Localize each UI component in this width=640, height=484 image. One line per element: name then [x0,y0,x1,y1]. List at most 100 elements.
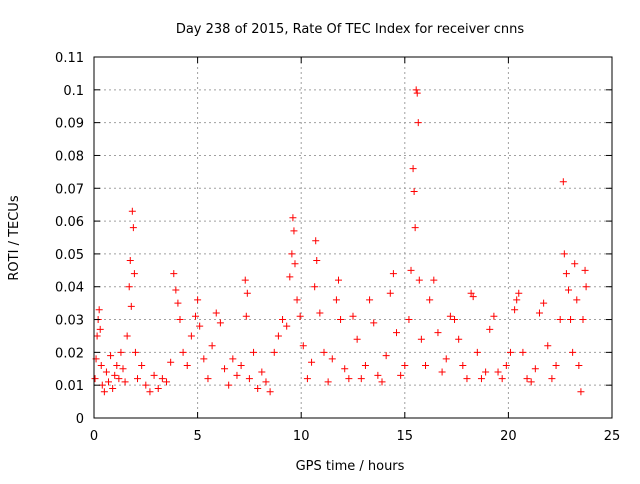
data-point [523,375,531,383]
data-point [123,332,131,340]
x-tick-label: 20 [500,429,517,444]
data-point [200,355,208,363]
data-point [93,332,101,340]
data-point [303,375,311,383]
data-point [506,348,514,356]
data-point [486,325,494,333]
data-point [154,384,162,392]
data-point [579,316,587,324]
data-point [455,335,463,343]
data-point [128,207,136,215]
data-point [581,266,589,274]
chart-title: Day 238 of 2015, Rate Of TEC Index for r… [176,22,525,37]
data-point [430,276,438,284]
data-point [571,260,579,268]
data-point [286,273,294,281]
data-point [320,348,328,356]
y-tick-label: 0.03 [55,314,84,329]
data-point [208,342,216,350]
data-point [170,270,178,278]
data-point [293,296,301,304]
data-point [459,361,467,369]
data-point [515,289,523,297]
data-point [233,371,241,379]
data-point [111,371,119,379]
data-point [138,361,146,369]
data-point [386,289,394,297]
data-point [192,312,200,320]
data-point [519,348,527,356]
data-point [556,316,564,324]
data-point [221,365,229,373]
data-point [212,309,220,317]
data-point [316,309,324,317]
y-axis-label: ROTI / TECUs [7,195,22,280]
data-point [366,296,374,304]
data-point [353,335,361,343]
data-point [130,270,138,278]
data-point [535,309,543,317]
data-point [413,89,421,97]
data-point [412,86,420,94]
data-point [158,375,166,383]
data-point [308,358,316,366]
data-point [513,296,521,304]
data-point [334,276,342,284]
data-point [409,165,417,173]
data-point [119,365,127,373]
data-point [127,302,135,310]
x-tick-label: 25 [604,429,621,444]
data-point [131,348,139,356]
data-point [146,388,154,396]
data-point [107,352,115,360]
data-point [569,348,577,356]
data-point [254,384,262,392]
data-point [490,312,498,320]
data-point [494,368,502,376]
data-point [332,296,340,304]
data-point [324,378,332,386]
data-point [389,270,397,278]
x-tick-label: 10 [293,429,310,444]
data-point [422,361,430,369]
data-point [575,361,583,369]
data-point [401,361,409,369]
data-point [95,306,103,314]
data-point [397,371,405,379]
data-point [349,312,357,320]
y-tick-label: 0.02 [55,346,84,361]
data-point [288,250,296,258]
data-point [414,119,422,127]
data-point [410,188,418,196]
data-point [163,378,171,386]
data-point [446,312,454,320]
data-point [415,276,423,284]
data-point [337,316,345,324]
data-point [582,283,590,291]
data-point [172,286,180,294]
data-point [361,361,369,369]
data-point [442,355,450,363]
data-point [258,368,266,376]
data-point [187,332,195,340]
data-point [204,375,212,383]
data-point [502,361,510,369]
data-point [527,378,535,386]
plot-frame [93,56,613,419]
data-point [194,296,202,304]
data-point [382,352,390,360]
y-tick-label: 0.06 [55,215,84,230]
data-point [266,388,274,396]
data-point [150,371,158,379]
data-point [548,375,556,383]
x-axis-label: GPS time / hours [296,459,405,474]
y-tick-label: 0.11 [55,51,84,66]
data-point [296,312,304,320]
data-point [426,296,434,304]
data-point [279,316,287,324]
data-point [243,289,251,297]
data-point [196,322,204,330]
data-point [290,227,298,235]
data-point [313,256,321,264]
